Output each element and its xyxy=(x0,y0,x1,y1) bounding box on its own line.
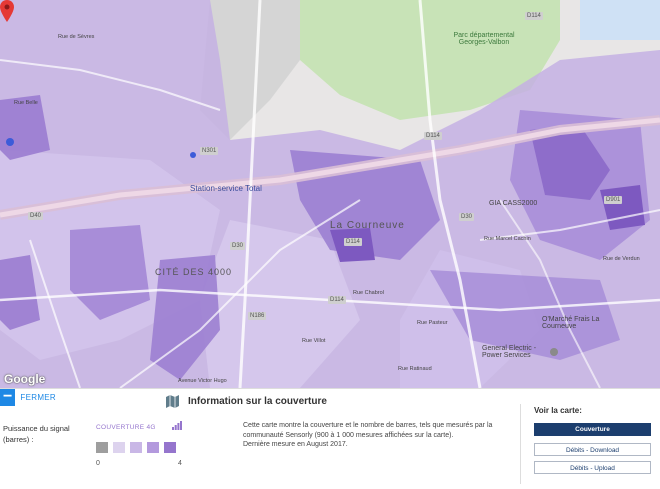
minus-icon: − xyxy=(0,389,16,406)
map-label-station: Station-service Total xyxy=(190,184,262,193)
road-badge: D114 xyxy=(424,132,442,140)
map-label-rue-belle: Rue Belle xyxy=(14,100,38,106)
google-logo: Google xyxy=(4,372,46,386)
map-label-general-electric: General Electric - Power Services xyxy=(482,345,537,359)
info-title: Information sur la couverture xyxy=(188,396,327,407)
map-canvas xyxy=(0,0,660,388)
map-label-gia: GIA CASS2000 xyxy=(489,200,538,207)
road-badge: N301 xyxy=(200,147,219,155)
road-badge: D114 xyxy=(328,296,346,304)
map-label-rue-villot: Rue Villot xyxy=(302,338,326,344)
legend-swatches xyxy=(96,442,176,453)
coverage-info-panel: − FERMER Information sur la couverture P… xyxy=(0,388,660,489)
legend-swatch xyxy=(147,442,159,453)
map-label-parc: Parc départemental Georges-Valbon xyxy=(453,32,515,46)
map-label-rue-verdun: Rue de Verdun xyxy=(603,256,640,262)
coverage-map[interactable]: Parc départemental Georges-Valbon Statio… xyxy=(0,0,660,388)
upload-speed-button[interactable]: Débits - Upload xyxy=(534,461,651,474)
map-label-rue-ratinaud: Rue Ratinaud xyxy=(398,366,432,372)
road-badge: N186 xyxy=(248,312,267,320)
view-map-title: Voir la carte: xyxy=(534,406,582,415)
close-button[interactable]: − FERMER xyxy=(0,389,56,406)
last-measure-text: Dernière mesure en August 2017. xyxy=(243,441,348,448)
map-label-town: La Courneuve xyxy=(330,220,405,231)
legend-scale-min: 0 xyxy=(96,460,100,467)
map-label-rue-cachin: Rue Marcel Cachin xyxy=(484,236,531,242)
map-label-cite: CITÉ DES 4000 xyxy=(155,267,233,277)
legend-swatch xyxy=(96,442,108,453)
description-text: Cette carte montre la couverture et le n… xyxy=(243,422,493,439)
map-label-rue-pasteur: Rue Pasteur xyxy=(417,320,448,326)
legend-title: COUVERTURE 4G xyxy=(96,424,156,431)
legend-swatch xyxy=(113,442,125,453)
road-badge: D30 xyxy=(459,213,475,221)
map-icon xyxy=(166,395,179,408)
road-badge: D114 xyxy=(525,12,543,20)
map-label-rue-chabrol: Rue Chabrol xyxy=(353,290,384,296)
road-badge: D40 xyxy=(28,212,44,220)
location-pin-icon[interactable] xyxy=(0,0,14,22)
divider xyxy=(520,404,521,484)
close-label: FERMER xyxy=(20,393,56,402)
coverage-button[interactable]: Couverture xyxy=(534,423,651,436)
legend-swatch xyxy=(164,442,176,453)
road-badge: D901 xyxy=(604,196,623,204)
info-header: Information sur la couverture xyxy=(165,394,327,409)
map-label-omarche: O'Marché Frais La Courneuve xyxy=(542,316,600,330)
legend-swatch xyxy=(130,442,142,453)
road-badge: D30 xyxy=(230,242,246,250)
legend-scale-max: 4 xyxy=(178,460,182,467)
map-label-av-victor: Avenue Victor Hugo xyxy=(178,378,227,384)
signal-bars-icon xyxy=(172,421,182,430)
download-speed-button[interactable]: Débits - Download xyxy=(534,443,651,456)
legend-label: Puissance du signal (barres) : xyxy=(3,424,70,444)
road-badge: D114 xyxy=(344,238,362,246)
coverage-description: Cette carte montre la couverture et le n… xyxy=(243,421,515,450)
map-label-rue-sevres: Rue de Sèvres xyxy=(58,34,95,40)
